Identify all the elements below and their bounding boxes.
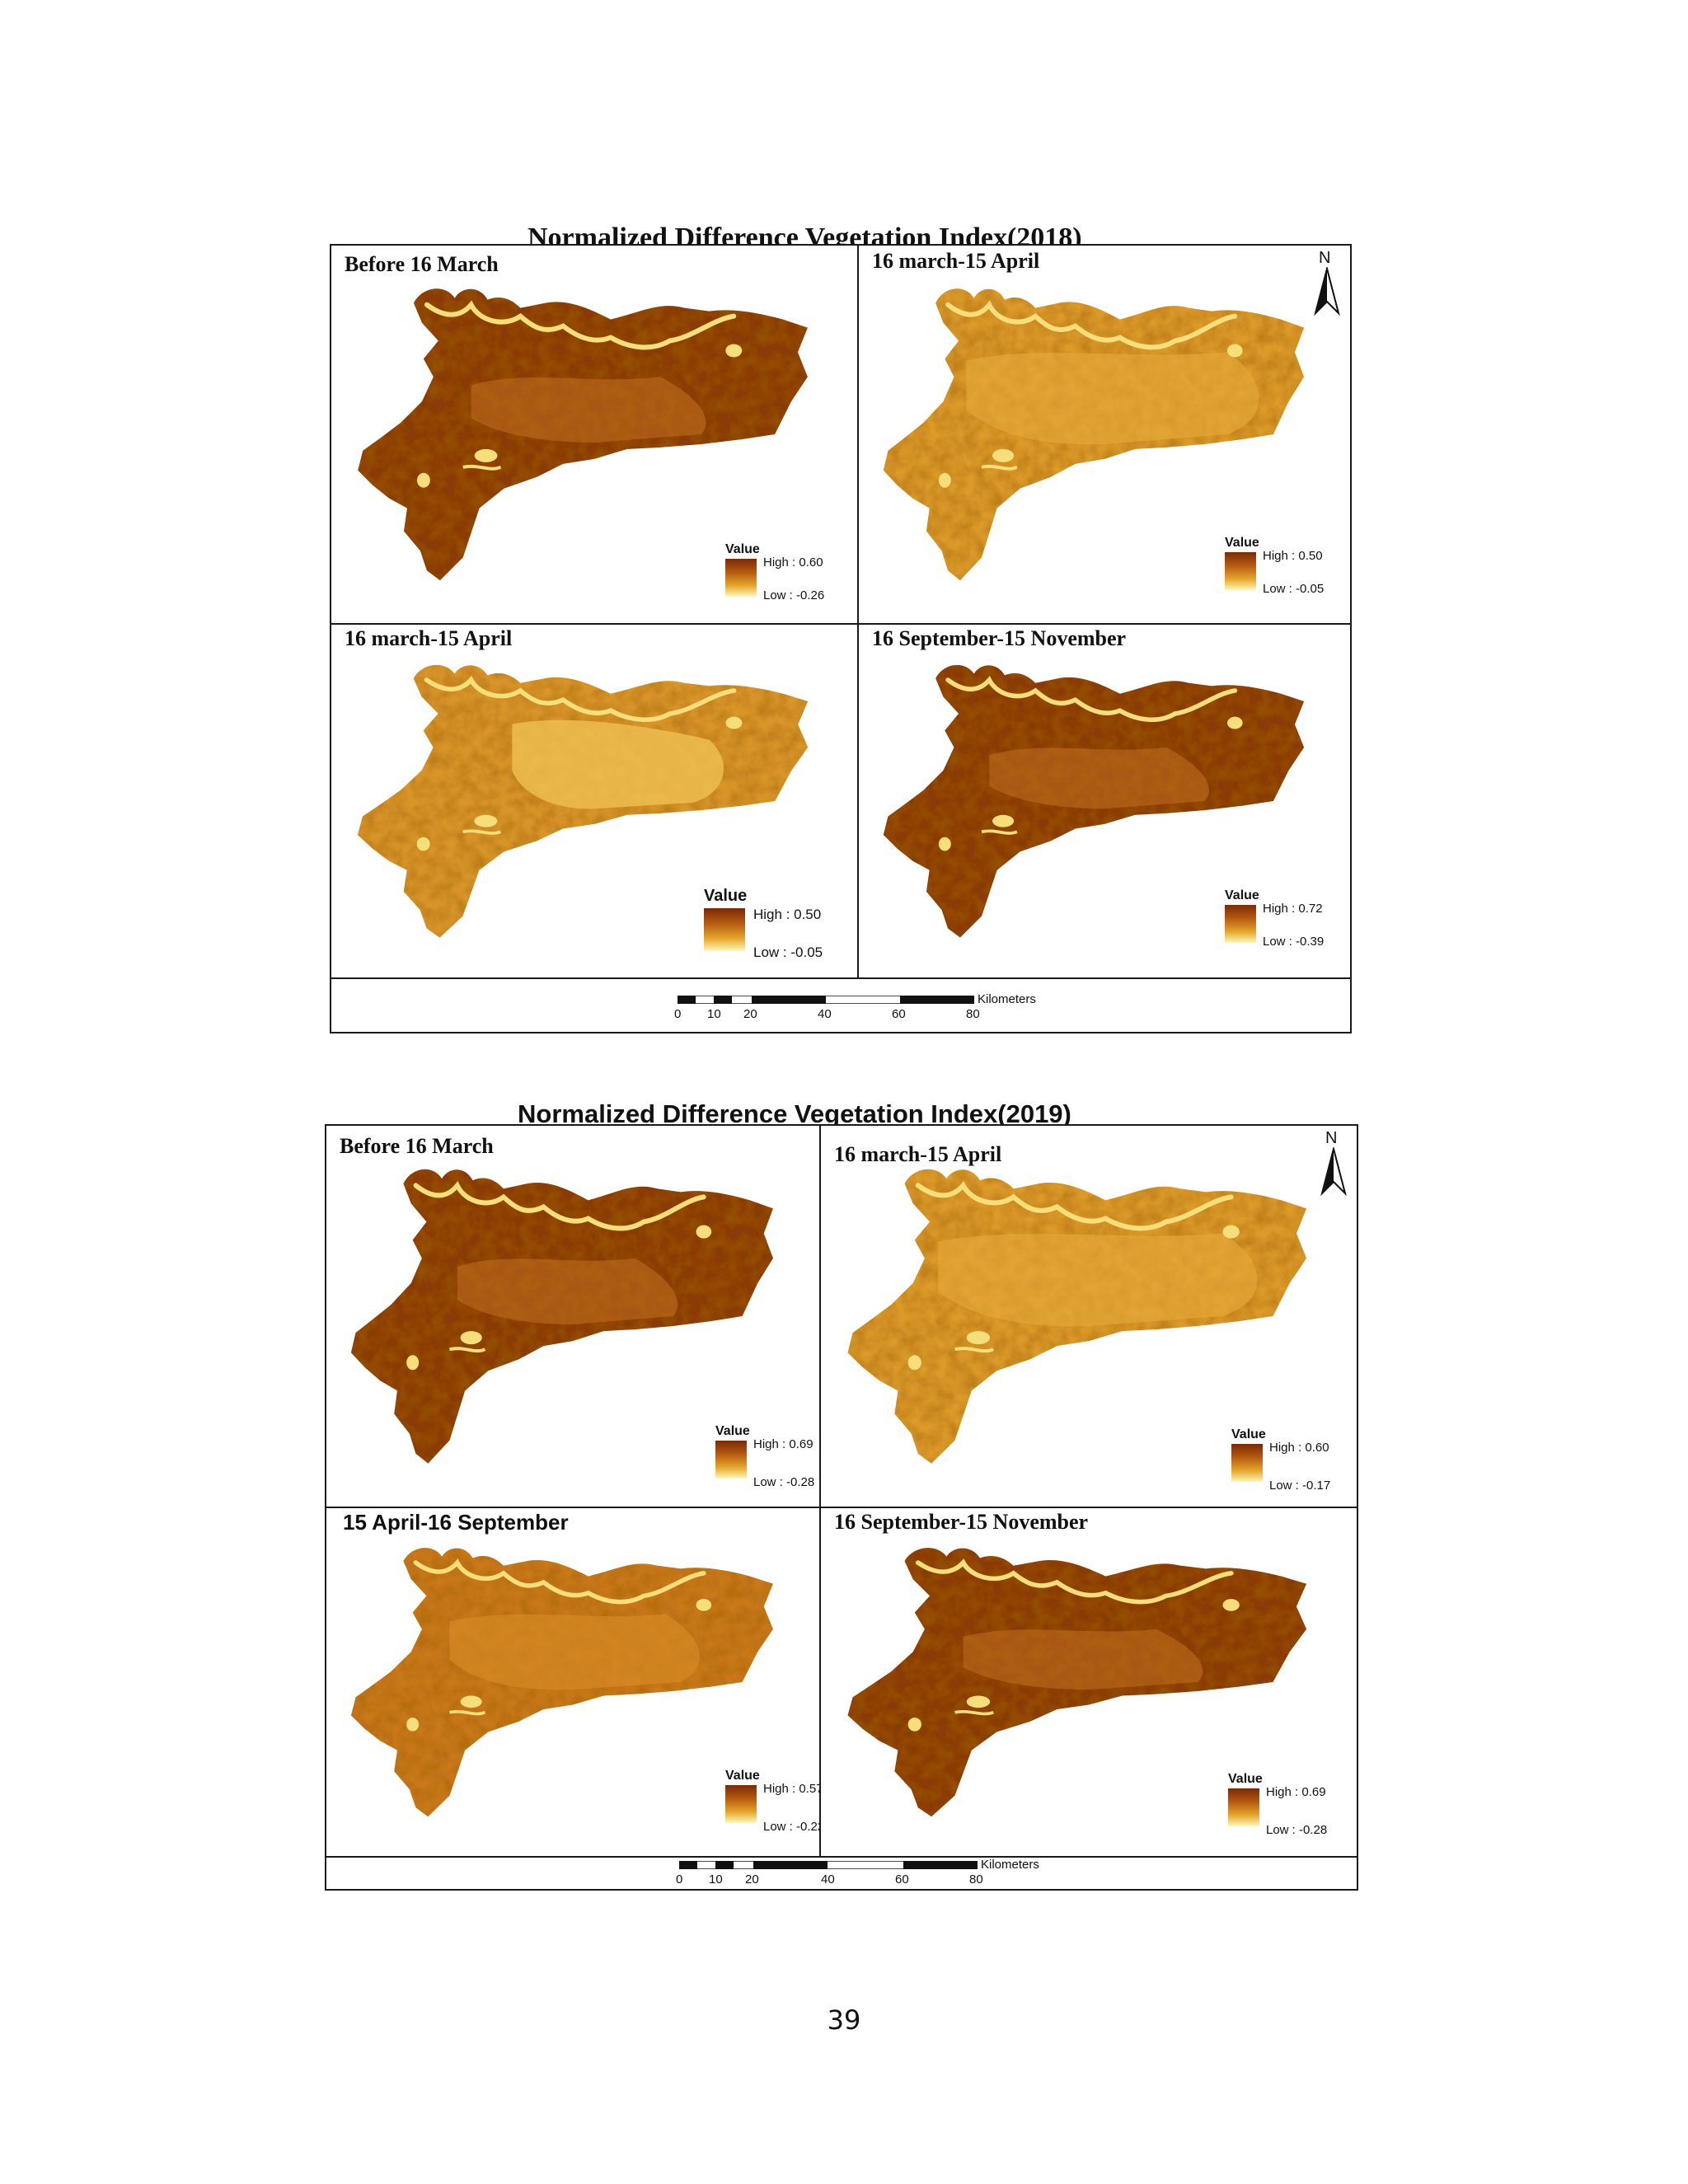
scale-bar-graphic	[678, 996, 974, 1004]
legend-title: Value	[1225, 888, 1259, 902]
panel-title: 16 September-15 November	[872, 626, 1127, 650]
scale-tick: 40	[821, 1872, 835, 1886]
legend-title: Value	[1228, 1772, 1263, 1786]
legend-color-ramp	[1225, 552, 1256, 590]
legend-color-ramp	[1225, 905, 1256, 943]
scale-tick: 20	[743, 1007, 757, 1021]
legend-high: High : 0.50	[753, 907, 822, 922]
scale-tick: 40	[818, 1007, 832, 1021]
scale-tick: 80	[969, 1872, 983, 1886]
map-frame: Before 16 March Value High : 0.60 Low : …	[330, 244, 1352, 1033]
map-panel: Before 16 March Value High : 0.69 Low : …	[326, 1126, 819, 1507]
north-label: N	[1319, 249, 1331, 267]
legend-title: Value	[725, 1769, 760, 1783]
figure-title: Normalized Difference Vegetation Index(2…	[518, 1099, 1071, 1128]
map-panel: 16 march-15 April N Value High : 0.50 Lo…	[859, 246, 1350, 623]
ndvi-map	[331, 625, 857, 977]
scale-tick: 0	[676, 1872, 683, 1886]
map-panel: Before 16 March Value High : 0.60 Low : …	[331, 246, 857, 623]
legend-low: Low : -0.28	[1266, 1823, 1328, 1837]
panel-title: 16 September-15 November	[834, 1510, 1089, 1534]
map-panel: 16 march-15 April N Value High : 0.60 Lo…	[821, 1126, 1357, 1507]
scale-units: Kilometers	[981, 1858, 1039, 1872]
legend-low: Low : -0.28	[753, 1475, 815, 1489]
legend-low: Low : -0.05	[1263, 582, 1325, 596]
map-panel: 15 April-16 September Value High : 0.57 …	[326, 1508, 819, 1856]
north-arrow: N	[1317, 1129, 1350, 1197]
panel-title: 16 march-15 April	[345, 626, 513, 650]
legend-color-ramp	[715, 1441, 747, 1479]
scale-tick: 60	[895, 1872, 909, 1886]
legend-high: High : 0.60	[1269, 1441, 1329, 1455]
legend-low: Low : -0.05	[753, 944, 823, 960]
legend-title: Value	[725, 542, 760, 556]
map-panel: 16 September-15 November Value High : 0.…	[821, 1508, 1357, 1856]
north-arrow-icon	[1320, 1147, 1347, 1197]
legend-high: High : 0.60	[763, 555, 823, 569]
legend-high: High : 0.69	[1266, 1785, 1326, 1799]
legend-low: Low : -0.26	[763, 588, 825, 602]
map-frame: Before 16 March Value High : 0.69 Low : …	[325, 1124, 1358, 1891]
scale-tick: 20	[745, 1872, 759, 1886]
north-label: N	[1325, 1129, 1338, 1147]
ndvi-figure-2019: Normalized Difference Vegetation Index(2…	[325, 1099, 1358, 1891]
scale-bar-graphic	[679, 1861, 978, 1869]
scale-tick: 60	[892, 1007, 906, 1021]
ndvi-figure-2018: Normalized Difference Vegetation Index(2…	[330, 223, 1352, 1033]
scale-tick: 10	[709, 1872, 723, 1886]
ndvi-map	[859, 625, 1350, 977]
panel-title: 16 march-15 April	[872, 249, 1040, 273]
panel-title: Before 16 March	[340, 1134, 494, 1158]
legend-color-ramp	[704, 908, 745, 951]
ndvi-map	[859, 246, 1350, 623]
map-panel: 16 September-15 November Value High : 0.…	[859, 625, 1350, 977]
scale-units: Kilometers	[978, 992, 1036, 1006]
scale-tick: 10	[707, 1007, 721, 1021]
panel-title: Before 16 March	[345, 252, 499, 276]
legend-title: Value	[715, 1424, 750, 1438]
legend-low: Low : -0.17	[1269, 1479, 1331, 1493]
north-arrow-icon	[1314, 267, 1340, 316]
legend-color-ramp	[725, 559, 757, 597]
legend-color-ramp	[725, 1785, 757, 1823]
scale-tick: 0	[674, 1007, 682, 1021]
legend-title: Value	[1231, 1427, 1266, 1441]
legend-high: High : 0.69	[753, 1437, 814, 1451]
north-arrow: N	[1311, 249, 1343, 316]
legend-low: Low : -0.22	[763, 1820, 819, 1834]
map-panel: 16 march-15 April Value High : 0.50 Low …	[331, 625, 857, 977]
legend-color-ramp	[1231, 1444, 1263, 1482]
legend-high: High : 0.50	[1263, 549, 1323, 563]
legend-color-ramp	[1228, 1788, 1259, 1826]
scale-tick: 80	[966, 1007, 980, 1021]
legend-title: Value	[704, 887, 748, 905]
ndvi-map	[821, 1508, 1357, 1856]
legend-high: High : 0.57	[763, 1782, 819, 1796]
page-number: 39	[827, 2004, 861, 2036]
panel-title: 15 April-16 September	[343, 1510, 569, 1535]
legend-title: Value	[1225, 536, 1259, 550]
scale-bar: Kilometers 0 10 20 40 60 80	[676, 1858, 1058, 1891]
legend-high: High : 0.72	[1263, 902, 1323, 916]
legend-low: Low : -0.39	[1263, 935, 1325, 949]
scale-bar: Kilometers 0 10 20 40 60 80	[674, 992, 1057, 1029]
panel-title: 16 march-15 April	[834, 1142, 1002, 1166]
